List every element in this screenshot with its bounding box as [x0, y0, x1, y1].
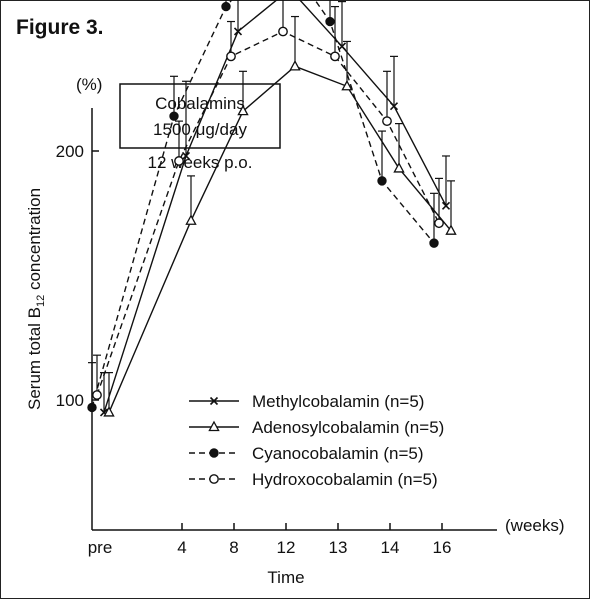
open-circle-marker — [174, 156, 184, 166]
axis-ticks: 100200300pre4812131416 — [56, 142, 452, 557]
open-triangle-marker — [289, 59, 301, 71]
x-tick-label: 12 — [277, 538, 296, 557]
series-3 — [87, 0, 439, 413]
filled-circle-marker — [87, 402, 97, 413]
x-axis-title: Time — [267, 568, 304, 587]
x-marker — [209, 396, 219, 406]
series-4 — [92, 0, 444, 400]
legend: Methylcobalamin (n=5) Adenosylcobalamin (… — [189, 392, 444, 489]
y-tick-label: 100 — [56, 391, 84, 410]
open-triangle-marker — [237, 104, 249, 116]
x-marker — [233, 27, 243, 36]
legend-label: Methylcobalamin (n=5) — [252, 392, 424, 411]
open-circle-marker — [382, 116, 392, 127]
series-line — [91, 0, 435, 408]
filled-circle-marker — [221, 1, 231, 12]
open-circle-marker — [330, 51, 340, 62]
annotation-line-2: 1500 μg/day — [153, 120, 247, 139]
open-triangle-marker — [103, 406, 115, 417]
x-tick-label: 8 — [229, 538, 238, 557]
open-triangle-marker — [208, 420, 220, 432]
x-tick-label: 14 — [381, 538, 400, 557]
series-1 — [99, 0, 451, 417]
y-unit-label: (%) — [76, 75, 102, 94]
open-triangle-marker — [445, 224, 457, 235]
x-tick-label: 16 — [433, 538, 452, 557]
open-circle-marker — [92, 390, 102, 400]
y-axis-title-main: Serum total B — [25, 307, 44, 410]
open-circle-marker — [226, 51, 236, 62]
open-triangle-marker — [185, 214, 197, 225]
x-unit-label: (weeks) — [505, 516, 565, 535]
filled-circle-marker — [377, 176, 387, 186]
annotation-box — [119, 83, 281, 149]
y-axis-title-subscript: 12 — [35, 295, 47, 307]
open-circle-marker — [434, 218, 444, 229]
open-triangle-marker — [393, 162, 405, 173]
y-axis-title-rest: concentration — [25, 188, 44, 295]
annotation-line-1: Cobalamins — [155, 94, 245, 113]
x-marker — [441, 201, 451, 210]
legend-label: Cyanocobalamin (n=5) — [252, 444, 424, 463]
annotation-text: 12 weeks p.o. — [148, 153, 253, 172]
open-circle-marker — [209, 474, 219, 484]
series-layer — [87, 0, 457, 417]
y-tick-label: 200 — [56, 142, 84, 161]
filled-circle-marker — [169, 111, 179, 121]
y-axis-title: Serum total B12 concentration — [25, 188, 47, 410]
filled-circle-marker — [325, 16, 335, 27]
figure-label: Figure 3. — [16, 16, 104, 39]
x-tick-label: 4 — [177, 538, 186, 557]
series-line — [103, 0, 447, 413]
x-marker — [337, 42, 347, 51]
x-marker — [389, 102, 399, 111]
filled-circle-marker — [429, 238, 439, 248]
x-tick-label: pre — [88, 538, 113, 557]
open-circle-marker — [278, 26, 288, 37]
legend-label: Hydroxocobalamin (n=5) — [252, 470, 438, 489]
series-2 — [103, 15, 457, 417]
legend-label: Adenosylcobalamin (n=5) — [252, 418, 444, 437]
x-marker — [181, 151, 191, 161]
filled-circle-marker — [209, 448, 219, 458]
x-tick-label: 13 — [329, 538, 348, 557]
open-triangle-marker — [341, 79, 353, 91]
